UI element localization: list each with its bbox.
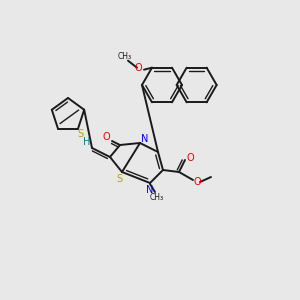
- Text: S: S: [77, 129, 83, 139]
- Text: H: H: [83, 137, 91, 147]
- Text: CH₃: CH₃: [150, 193, 164, 202]
- Text: N: N: [141, 134, 149, 144]
- Text: O: O: [134, 63, 142, 73]
- Text: O: O: [186, 153, 194, 163]
- Text: O: O: [102, 132, 110, 142]
- Text: S: S: [116, 174, 122, 184]
- Text: CH₃: CH₃: [118, 52, 132, 61]
- Text: N: N: [146, 185, 154, 195]
- Text: O: O: [193, 177, 201, 187]
